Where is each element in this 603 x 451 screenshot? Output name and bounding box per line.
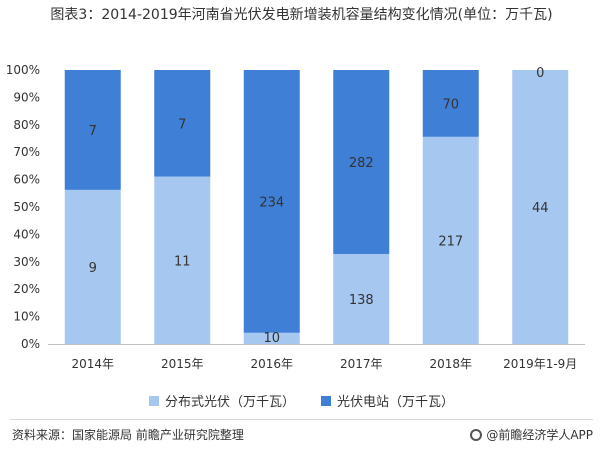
y-tick-label: 60% — [13, 173, 40, 187]
x-tick-label: 2018年 — [429, 357, 472, 371]
y-tick-label: 30% — [13, 255, 40, 269]
bar-segment-station — [422, 70, 479, 137]
x-tick-label: 2014年 — [71, 357, 114, 371]
footer-divider — [10, 419, 593, 420]
y-tick-label: 70% — [13, 145, 40, 159]
x-tick-label: 2016年 — [250, 357, 293, 371]
y-tick-label: 10% — [13, 310, 40, 324]
bar-segment-distributed — [333, 253, 390, 344]
data-label-distributed: 11 — [174, 254, 191, 269]
legend-item-station: 光伏电站（万千瓦） — [321, 391, 454, 410]
data-label-station: 7 — [178, 117, 186, 132]
bars: 9 7 11 7 10 234 138 282 217 70 44 0 — [64, 66, 569, 346]
y-tick-label: 50% — [13, 200, 40, 214]
source-note: 资料来源：国家能源局 前瞻产业研究院整理 — [12, 428, 244, 442]
data-label-distributed: 10 — [263, 331, 280, 346]
bar-segment-distributed — [512, 70, 569, 344]
bar-segment-distributed — [64, 189, 121, 344]
y-tick-label: 0% — [21, 337, 40, 351]
legend-label-distributed: 分布式光伏（万千瓦） — [164, 395, 295, 410]
y-tick-label: 100% — [6, 63, 40, 77]
data-label-station: 234 — [259, 195, 284, 210]
chart-title: 图表3：2014-2019年河南省光伏发电新增装机容量结构变化情况(单位：万千瓦… — [50, 7, 553, 23]
y-axis: 0% 10% 20% 30% 40% 50% 60% 70% 80% 90% 100% — [6, 63, 40, 351]
data-label-distributed: 138 — [349, 293, 374, 308]
y-tick-label: 20% — [13, 282, 40, 296]
qianzhan-logo-icon — [470, 429, 483, 441]
bar-segment-distributed — [243, 332, 300, 344]
x-tick-label: 2017年 — [340, 357, 383, 371]
data-label-station: 7 — [89, 124, 97, 139]
x-axis: 2014年 2015年 2016年 2017年 2018年 2019年1-9月 — [48, 344, 585, 371]
y-tick-label: 40% — [13, 227, 40, 241]
footer: 资料来源：国家能源局 前瞻产业研究院整理 @前瞻经济学人APP — [0, 424, 603, 446]
data-label-station: 0 — [536, 66, 544, 81]
data-label-distributed: 44 — [532, 201, 549, 216]
brand: @前瞻经济学人APP — [470, 424, 593, 446]
x-tick-label: 2015年 — [161, 357, 204, 371]
x-tick-label: 2019年1-9月 — [503, 357, 577, 371]
data-label-station: 70 — [442, 97, 459, 112]
bar-segment-distributed — [154, 176, 211, 344]
legend: 分布式光伏（万千瓦） 光伏电站（万千瓦） — [0, 391, 603, 410]
legend-swatch-station — [321, 395, 331, 406]
y-tick-label: 80% — [13, 118, 40, 132]
brand-text: @前瞻经济学人APP — [486, 428, 593, 442]
stacked-bar-chart: 0% 10% 20% 30% 40% 50% 60% 70% 80% 90% 100% 9 7 11 7 1… — [6, 63, 585, 371]
legend-item-distributed: 分布式光伏（万千瓦） — [148, 391, 295, 410]
legend-swatch-distributed — [148, 395, 159, 406]
y-tick-label: 90% — [13, 90, 40, 104]
bar-segment-station — [64, 70, 121, 190]
bar-segment-station — [243, 70, 300, 333]
bar-segment-station — [154, 70, 211, 177]
bar-segment-station — [333, 70, 390, 254]
data-label-distributed: 9 — [89, 261, 97, 276]
data-label-distributed: 217 — [438, 234, 463, 249]
legend-label-station: 光伏电站（万千瓦） — [337, 395, 455, 410]
bar-segment-distributed — [422, 136, 479, 344]
data-label-station: 282 — [349, 156, 374, 171]
